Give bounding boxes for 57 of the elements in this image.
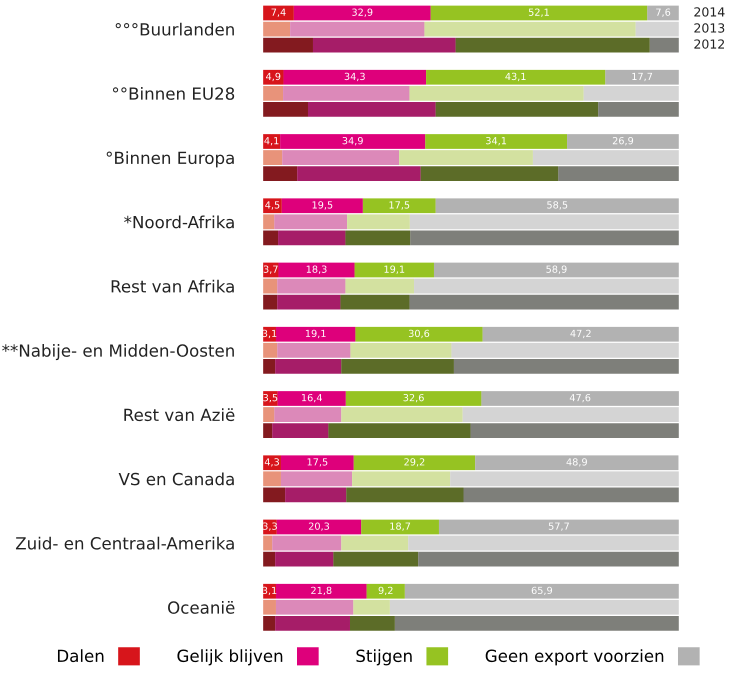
data-label: 7,6 bbox=[656, 8, 670, 17]
data-label: 19,1 bbox=[384, 265, 404, 274]
data-label: 3,5 bbox=[263, 394, 278, 402]
text: 2013 bbox=[694, 23, 724, 33]
data-label: 34,1 bbox=[486, 136, 506, 146]
data-label: 52,1 bbox=[528, 8, 549, 17]
data-label: 34,3 bbox=[344, 72, 365, 82]
data-label: 3,1 bbox=[262, 330, 276, 338]
data-label: 47,2 bbox=[570, 330, 591, 338]
y-tick-label: Zuid- en Centraal-Amerika bbox=[16, 536, 234, 550]
data-label: 43,1 bbox=[505, 72, 526, 82]
data-label: 47,6 bbox=[570, 394, 590, 402]
data-label: 17,7 bbox=[632, 72, 652, 82]
data-label: 32,9 bbox=[352, 8, 372, 17]
data-label: 4,3 bbox=[264, 458, 279, 467]
data-label: 29,2 bbox=[404, 458, 424, 467]
data-label: 3,7 bbox=[264, 265, 278, 274]
data-label: 4,9 bbox=[266, 72, 280, 82]
y-tick-label: VS en Canada bbox=[118, 472, 234, 486]
y-tick-label: °°Binnen EU28 bbox=[112, 86, 234, 100]
data-label: 9,2 bbox=[378, 586, 393, 596]
legend-label: Stijgen bbox=[356, 649, 412, 666]
data-label: 18,7 bbox=[390, 522, 410, 531]
y-tick-label: **Nabije- en Midden-Oosten bbox=[2, 344, 234, 360]
data-label: 65,9 bbox=[532, 586, 552, 596]
y-tick-label: Rest van Afrika bbox=[112, 280, 234, 293]
y-tick-label: °Binnen Europa bbox=[106, 151, 234, 168]
y-tick-label: *Noord-Afrika bbox=[124, 215, 234, 228]
data-label: 19,1 bbox=[306, 330, 326, 338]
data-label: 34,9 bbox=[342, 136, 363, 146]
legend-label: Gelijk blijven bbox=[177, 649, 282, 666]
text: 2014 bbox=[694, 7, 725, 17]
data-label: 32,6 bbox=[404, 394, 424, 402]
data-label: 4,1 bbox=[264, 137, 278, 146]
legend-label: Dalen bbox=[58, 649, 104, 662]
data-label: 17,5 bbox=[308, 458, 328, 467]
data-label: 19,5 bbox=[312, 201, 332, 210]
legend-label: Geen export voorzien bbox=[486, 649, 664, 666]
text: 2012 bbox=[694, 39, 724, 49]
data-label: 20,3 bbox=[308, 522, 330, 531]
y-tick-label: °°°Buurlanden bbox=[116, 22, 234, 36]
data-label: 7,4 bbox=[272, 8, 286, 17]
data-label: 3,3 bbox=[262, 522, 277, 531]
data-label: 48,9 bbox=[566, 458, 587, 467]
data-label: 18,3 bbox=[306, 265, 327, 274]
y-tick-label: Rest van Azië bbox=[124, 408, 234, 422]
y-tick-label: Oceanië bbox=[168, 600, 234, 614]
data-label: 16,4 bbox=[302, 394, 322, 402]
data-label: 4,5 bbox=[265, 201, 280, 210]
data-label: 17,5 bbox=[390, 201, 410, 210]
data-label: 58,9 bbox=[546, 265, 567, 274]
data-label: 3,1 bbox=[262, 586, 276, 596]
data-label: 21,8 bbox=[311, 586, 332, 596]
data-label: 57,7 bbox=[548, 522, 569, 531]
data-label: 26,9 bbox=[612, 136, 634, 146]
data-label: 58,5 bbox=[547, 201, 568, 210]
data-label: 30,6 bbox=[408, 330, 430, 338]
